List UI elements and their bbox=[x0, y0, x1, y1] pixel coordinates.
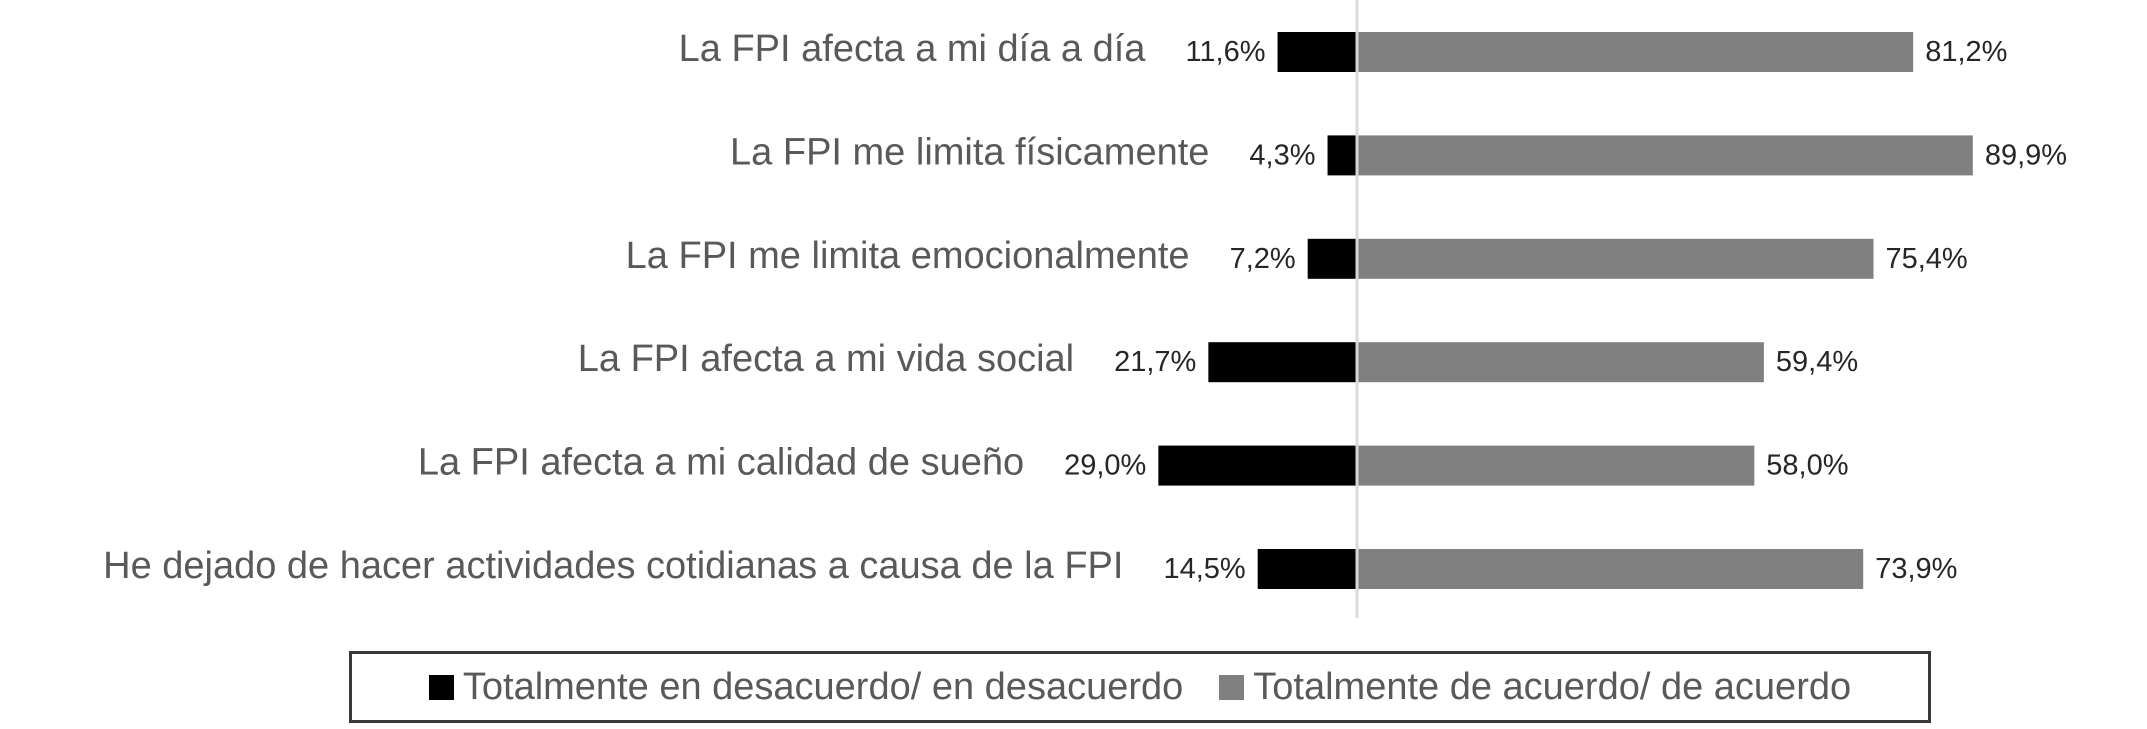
bar-agree bbox=[1357, 135, 1973, 176]
bar-agree bbox=[1357, 238, 1874, 279]
legend-item-disagree: Totalmente en desacuerdo/ en desacuerdo bbox=[428, 665, 1184, 709]
bar-disagree bbox=[1158, 445, 1357, 486]
bar-disagree bbox=[1208, 342, 1357, 383]
bar-disagree bbox=[1307, 238, 1357, 279]
category-label: La FPI me limita físicamente bbox=[730, 131, 1209, 173]
bar-agree bbox=[1357, 549, 1864, 589]
chart-legend: Totalmente en desacuerdo/ en desacuerdo … bbox=[349, 651, 1931, 723]
bar-disagree bbox=[1327, 135, 1357, 176]
category-label: La FPI afecta a mi calidad de sueño bbox=[418, 442, 1024, 484]
value-label-agree: 59,4% bbox=[1776, 346, 1858, 378]
bar-disagree bbox=[1277, 32, 1357, 72]
bar-agree bbox=[1357, 342, 1764, 383]
value-label-disagree: 21,7% bbox=[1114, 346, 1196, 378]
value-label-agree: 75,4% bbox=[1885, 243, 1967, 275]
value-label-disagree: 7,2% bbox=[1230, 243, 1296, 275]
category-label: La FPI afecta a mi día a día bbox=[679, 28, 1147, 70]
value-label-disagree: 4,3% bbox=[1249, 139, 1315, 171]
bar-disagree bbox=[1257, 549, 1357, 589]
category-label: La FPI me limita emocionalmente bbox=[626, 235, 1190, 277]
bar-agree bbox=[1357, 32, 1914, 72]
category-label: La FPI afecta a mi vida social bbox=[578, 338, 1074, 380]
bar-agree bbox=[1357, 445, 1755, 486]
value-label-agree: 73,9% bbox=[1875, 553, 1957, 585]
value-label-agree: 81,2% bbox=[1925, 36, 2007, 68]
value-label-disagree: 14,5% bbox=[1163, 553, 1245, 585]
legend-item-agree: Totalmente de acuerdo/ de acuerdo bbox=[1219, 666, 1851, 709]
diverging-bar-chart: 11,6% 81,2% La FPI afecta a mi día a día 4,… bbox=[103, 0, 2067, 618]
legend-swatch-disagree bbox=[428, 674, 454, 700]
legend-swatch-agree bbox=[1219, 674, 1245, 700]
category-label: He dejado de hacer actividades cotidiana… bbox=[103, 545, 1123, 587]
value-label-disagree: 29,0% bbox=[1064, 450, 1146, 482]
legend-label-agree: Totalmente de acuerdo/ de acuerdo bbox=[1253, 665, 1852, 708]
value-label-disagree: 11,6% bbox=[1185, 36, 1265, 68]
value-label-agree: 89,9% bbox=[1985, 139, 2067, 171]
value-label-agree: 58,0% bbox=[1766, 450, 1848, 482]
legend-label-disagree: Totalmente en desacuerdo/ en desacuerdo bbox=[462, 665, 1184, 708]
